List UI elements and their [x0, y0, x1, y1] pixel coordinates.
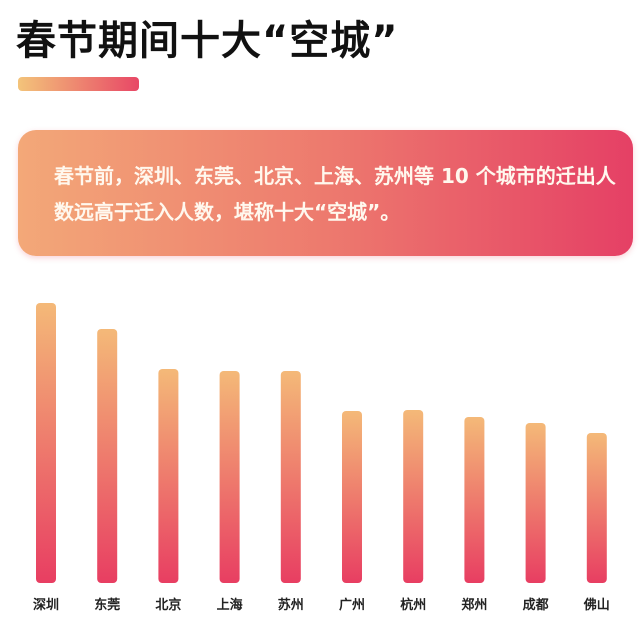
page-title: 春节期间十大“空城” [16, 18, 399, 64]
bar-0 [36, 303, 56, 583]
bar-1 [97, 329, 118, 583]
category-label: 东莞 [94, 597, 120, 613]
category-label: 郑州 [461, 597, 487, 613]
summary-card: 春节前，深圳、东莞、北京、上海、苏州等 10 个城市的迁出人数远高于迁入人数，堪… [18, 130, 633, 256]
category-label: 上海 [217, 597, 243, 613]
bar-7 [464, 417, 485, 583]
category-label: 深圳 [33, 597, 59, 613]
category-label: 佛山 [583, 597, 610, 613]
bar-9 [586, 433, 607, 583]
bar-4 [280, 371, 301, 583]
category-label: 北京 [155, 597, 181, 613]
accent-bar [18, 77, 139, 91]
category-label: 杭州 [400, 597, 426, 613]
bar-5 [342, 411, 362, 583]
bar-3 [219, 371, 240, 583]
category-label: 广州 [339, 597, 365, 613]
summary-text: 春节前，深圳、东莞、北京、上海、苏州等 10 个城市的迁出人数远高于迁入人数，堪… [54, 164, 616, 224]
bar-8 [525, 423, 546, 583]
bar-2 [158, 369, 179, 583]
category-label: 成都 [523, 597, 549, 613]
bar-6 [403, 410, 424, 583]
category-label: 苏州 [278, 597, 304, 613]
